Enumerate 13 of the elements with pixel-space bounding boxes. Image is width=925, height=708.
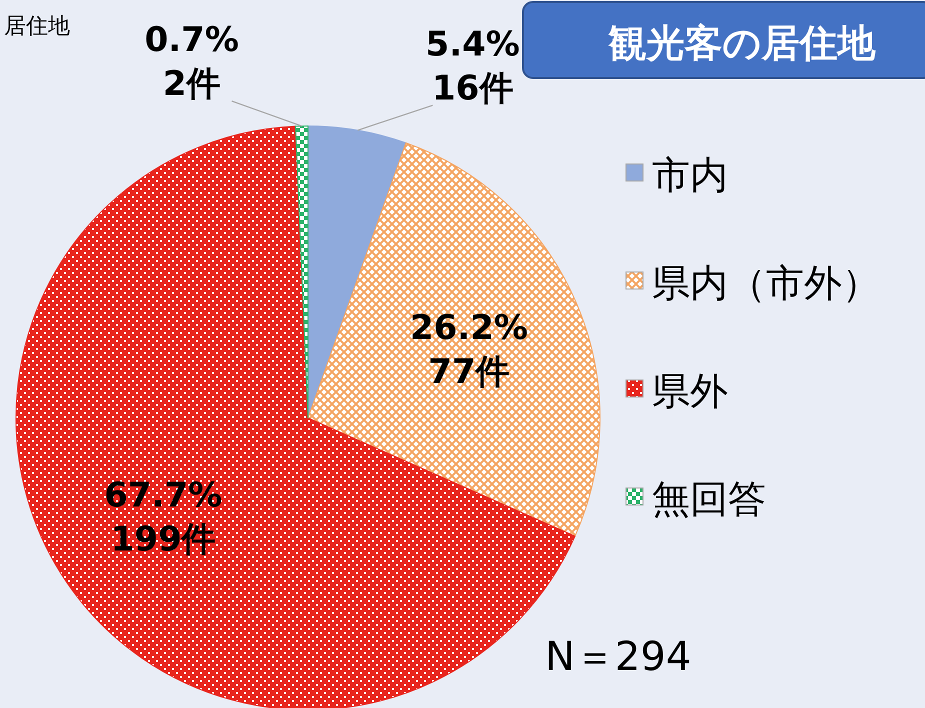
- legend-label: 県内（市外）: [652, 261, 880, 305]
- text: N＝294: [545, 634, 692, 680]
- legend-label: 市内: [652, 153, 728, 197]
- pie-slice: [295, 126, 308, 418]
- data-label: 67.7% 199件: [104, 476, 222, 560]
- text: 居住地: [4, 14, 70, 39]
- pie-slice: [308, 142, 600, 537]
- data-label: 0.7% 2件: [144, 20, 239, 104]
- pie-slice: [16, 126, 576, 708]
- chart-title: 観光客の居住地: [608, 21, 876, 65]
- legend-label: 無回答: [652, 477, 766, 521]
- data-label: 5.4% 16件: [426, 24, 520, 108]
- legend-label: 県外: [652, 369, 728, 413]
